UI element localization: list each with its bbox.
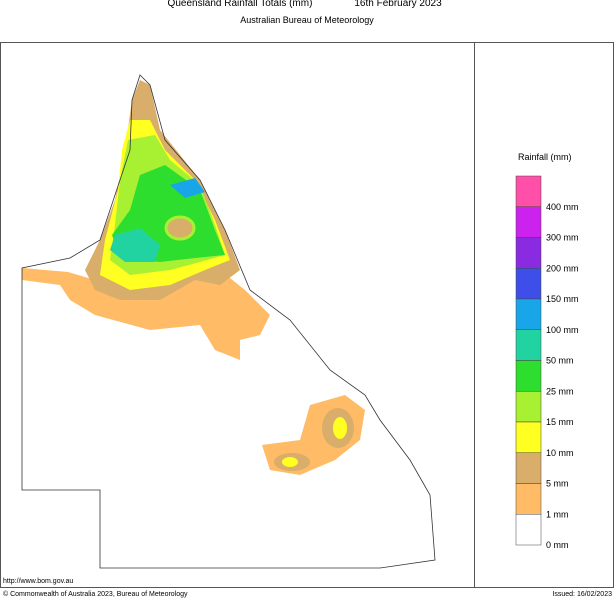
legend-swatch	[515, 329, 542, 361]
legend-swatch	[515, 360, 542, 392]
map-frame	[0, 42, 614, 588]
map-title: Queensland Rainfall Totals (mm)	[168, 0, 313, 9]
legend-swatch	[515, 421, 542, 453]
legend-label: 10 mm	[546, 448, 574, 458]
legend-label: 25 mm	[546, 386, 574, 396]
legend-swatch	[515, 206, 542, 238]
legend: 400 mm 300 mm 200 mm 150 mm 100 mm 50 mm 25 mm…	[515, 175, 579, 550]
legend-label: 15 mm	[546, 417, 574, 427]
rain-area	[110, 228, 160, 262]
legend-label: 150 mm	[546, 294, 579, 304]
legend-label: 200 mm	[546, 263, 579, 273]
rain-area	[22, 265, 270, 360]
state-outline	[21, 74, 436, 569]
footer-copyright: © Commonwealth of Australia 2023, Bureau…	[3, 590, 188, 598]
legend-label: 1 mm	[546, 509, 569, 519]
rain-area	[333, 417, 347, 439]
rain-area	[282, 457, 298, 467]
legend-label: 0 mm	[546, 540, 569, 550]
footer-url: http://www.bom.gov.au	[3, 578, 73, 585]
legend-label: 300 mm	[546, 233, 579, 243]
map-date: 16th February 2023	[354, 0, 442, 9]
legend-label: 100 mm	[546, 325, 579, 335]
footer-issued: Issued: 16/02/2023	[552, 591, 612, 598]
map-subtitle: Australian Bureau of Meteorology	[240, 15, 374, 25]
legend-swatch	[515, 268, 542, 300]
legend-swatch	[515, 237, 542, 269]
rain-area	[170, 178, 205, 198]
rain-area	[164, 215, 196, 241]
legend-swatch	[515, 175, 542, 207]
legend-swatch	[515, 452, 542, 484]
legend-swatch	[515, 483, 542, 515]
legend-swatch	[515, 514, 542, 546]
legend-label: 50 mm	[546, 356, 574, 366]
legend-title: Rainfall (mm)	[518, 152, 572, 162]
legend-swatch	[515, 298, 542, 330]
legend-label: 400 mm	[546, 202, 579, 212]
legend-swatch	[515, 391, 542, 423]
rainfall-map	[21, 74, 436, 569]
legend-label: 5 mm	[546, 479, 569, 489]
